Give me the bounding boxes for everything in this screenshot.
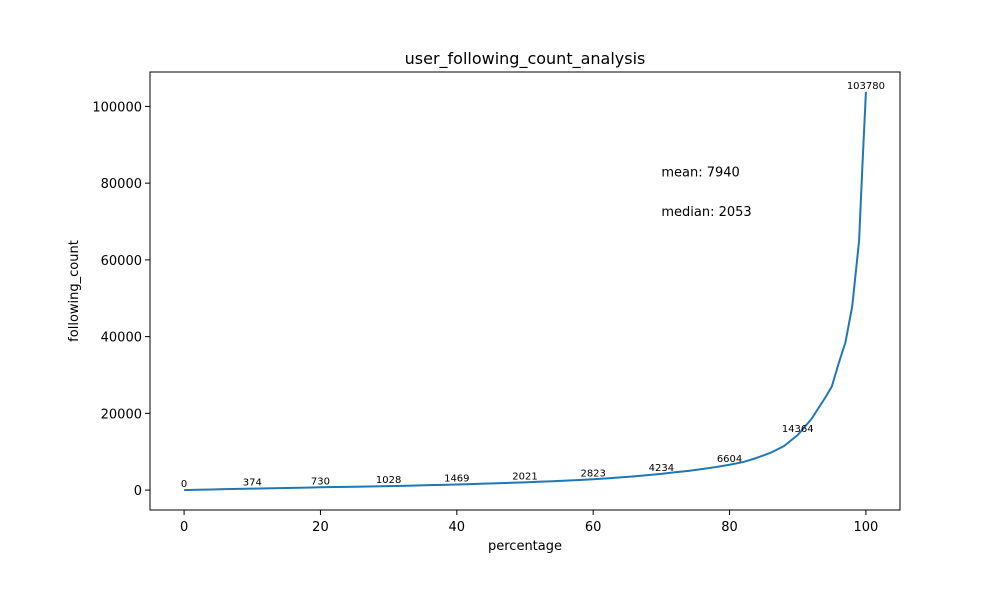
x-tick-label: 80 xyxy=(721,520,738,535)
y-tick-label: 40000 xyxy=(101,331,142,346)
x-tick-label: 100 xyxy=(853,520,878,535)
y-tick-label: 80000 xyxy=(101,177,142,192)
data-label: 4234 xyxy=(649,463,674,474)
data-label: 6604 xyxy=(717,454,742,465)
data-label: 103780 xyxy=(847,81,885,92)
y-tick-label: 20000 xyxy=(101,407,142,422)
chart-title: user_following_count_analysis xyxy=(405,49,646,69)
x-tick-label: 60 xyxy=(585,520,602,535)
y-tick-label: 0 xyxy=(134,484,142,499)
data-label: 2823 xyxy=(580,468,605,479)
data-label: 14364 xyxy=(782,424,814,435)
data-label: 1028 xyxy=(376,475,401,486)
y-tick-label: 60000 xyxy=(101,254,142,269)
stat-annotation: mean: 7940 xyxy=(661,166,739,181)
data-label: 374 xyxy=(243,478,262,489)
series-line xyxy=(184,91,867,492)
plot-frame xyxy=(149,71,901,511)
data-label: 730 xyxy=(311,476,330,487)
plot-area xyxy=(150,72,900,510)
x-tick-label: 40 xyxy=(449,520,466,535)
data-label: 1469 xyxy=(444,473,469,484)
data-label: 0 xyxy=(181,479,187,490)
y-tick-label: 100000 xyxy=(92,100,142,115)
x-axis-title: percentage xyxy=(488,539,562,554)
data-label: 2021 xyxy=(512,471,537,482)
x-tick-label: 20 xyxy=(312,520,329,535)
y-axis-title: following_count xyxy=(67,240,82,342)
x-tick-label: 0 xyxy=(180,520,188,535)
stat-annotation: median: 2053 xyxy=(661,205,751,220)
